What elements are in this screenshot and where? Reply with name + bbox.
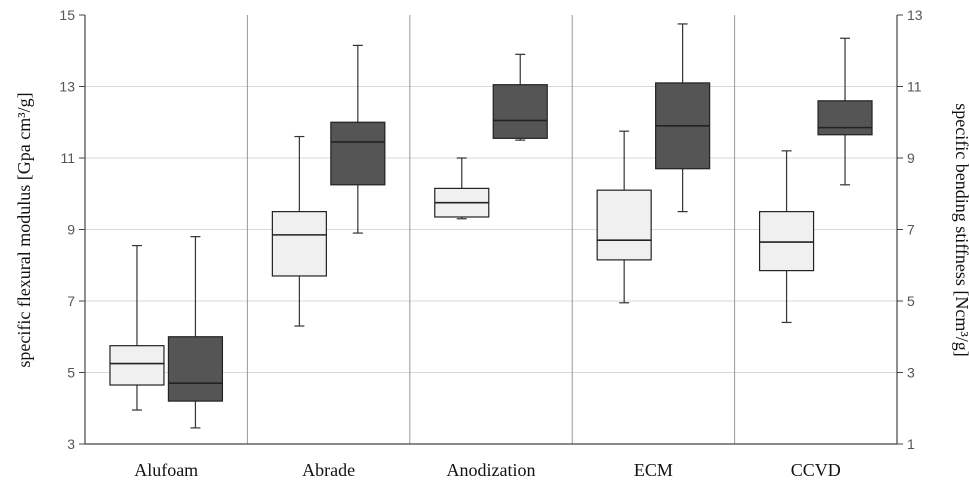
box-plot [817,37,873,186]
category-label: Anodization [447,460,536,480]
right-tick-label: 11 [907,79,922,95]
left-tick-label: 13 [59,79,75,95]
box-body [167,336,224,402]
box-plot [758,150,815,324]
grid-lines [85,86,897,373]
right-tick-label: 7 [907,222,915,238]
box-plot [596,130,652,304]
right-axis-title: specific bending stiffness [Ncm³/g] [952,103,969,357]
right-tick-label: 13 [907,7,923,23]
box-body [817,100,873,136]
left-axis-title: specific flexural modulus [Gpa cm³/g] [14,92,34,367]
left-tick-label: 15 [59,7,75,23]
box-plot [330,44,386,234]
box-plots [109,23,873,429]
box-plot [109,244,165,411]
box-plot [167,236,224,429]
right-tick-label: 5 [907,293,915,309]
box-body [492,84,548,139]
left-tick-label: 3 [67,436,75,452]
left-tick-label: 5 [67,365,75,381]
right-tick-label: 1 [907,436,915,452]
right-tick-label: 3 [907,365,915,381]
box-body [330,121,386,186]
axes [79,14,903,445]
left-tick-label: 7 [67,293,75,309]
box-body [109,345,165,386]
left-tick-label: 9 [67,222,75,238]
left-tick-label: 11 [60,150,75,166]
box-body [271,211,327,277]
category-label: ECM [634,460,673,480]
box-plot [271,135,327,327]
category-label: Alufoam [134,460,198,480]
right-tick-label: 9 [907,150,915,166]
box-body [596,189,652,261]
category-label: Abrade [302,460,355,480]
box-plot [655,23,711,213]
category-labels: Alufoam Abrade Anodization ECM CCVD [134,460,841,480]
left-axis-tick-labels: 3 5 7 9 11 13 15 [59,7,75,452]
box-body [758,211,815,272]
category-dividers [246,15,736,444]
box-plot [492,53,548,141]
category-label: CCVD [791,460,841,480]
box-plot [434,157,490,220]
